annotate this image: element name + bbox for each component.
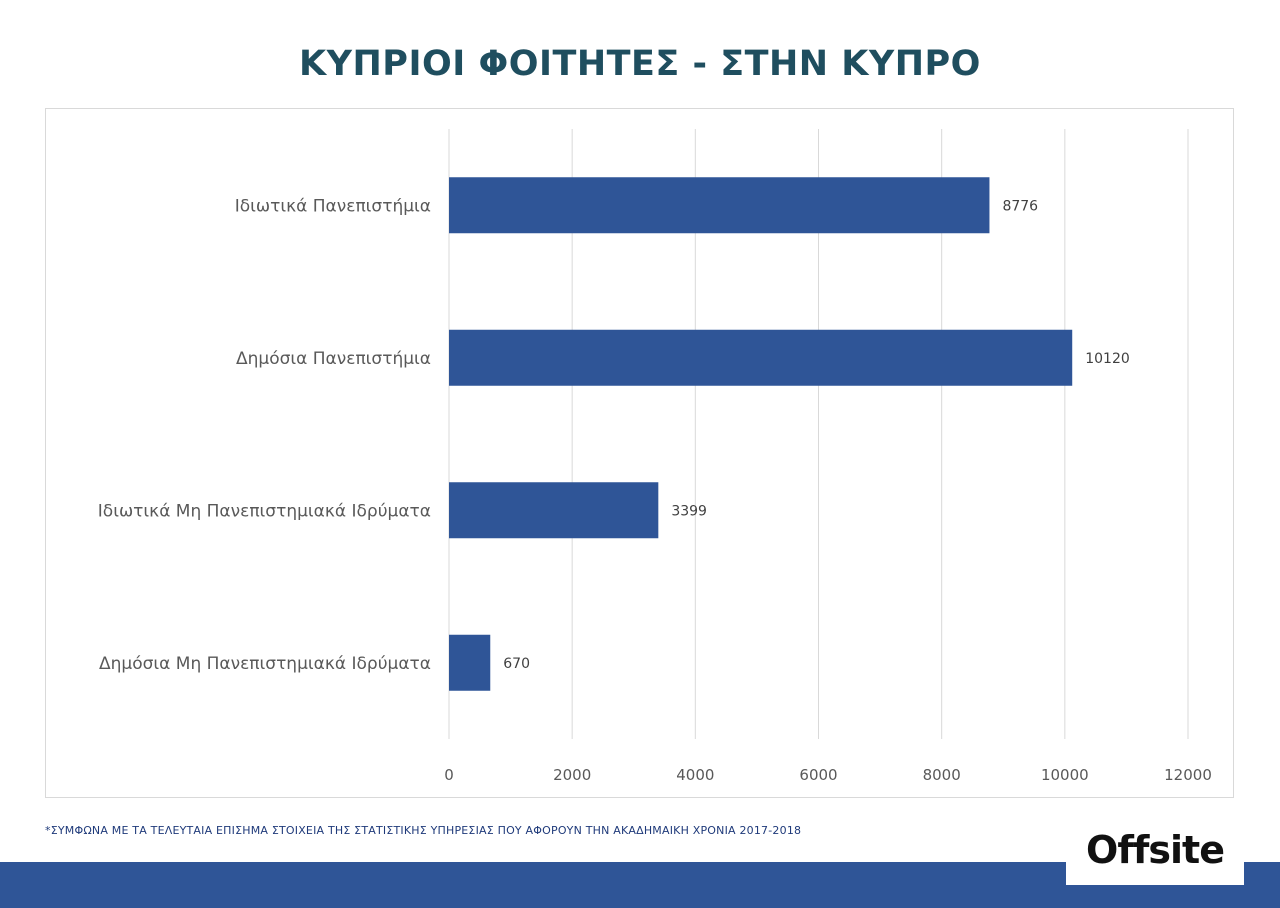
x-tick-label: 8000: [923, 766, 961, 784]
x-tick-label: 12000: [1164, 766, 1212, 784]
x-tick-label: 10000: [1041, 766, 1089, 784]
x-tick-label: 4000: [676, 766, 714, 784]
bar-chart: 0 2000 4000 6000 8000 10000 12000 Ιδιωτικά Πανε…: [98, 129, 1212, 784]
data-label: 670: [503, 656, 530, 672]
chart-area: 0 2000 4000 6000 8000 10000 12000 Ιδιωτικά Πανε…: [45, 108, 1234, 798]
category-label: Δημόσια Μη Πανεπιστημιακά Ιδρύματα: [99, 654, 431, 674]
logo-text: Offsite: [1086, 828, 1225, 872]
category-label: Ιδιωτικά Μη Πανεπιστημιακά Ιδρύματα: [98, 501, 431, 521]
x-tick-label: 0: [444, 766, 454, 784]
bar: [449, 329, 1073, 386]
x-tick-label: 2000: [553, 766, 591, 784]
category-label: Δημόσια Πανεπιστήμια: [236, 349, 431, 369]
data-label: 3399: [671, 503, 707, 519]
offsite-logo: Offsite: [1066, 815, 1244, 885]
footnote: *ΣΥΜΦΩΝΑ ΜΕ ΤΑ ΤΕΛΕΥΤΑΙΑ ΕΠΙΣΗΜΑ ΣΤΟΙΧΕΙ…: [45, 824, 802, 837]
bar: [449, 634, 491, 691]
x-tick-label: 6000: [799, 766, 837, 784]
bar: [449, 177, 990, 234]
data-label: 8776: [1002, 198, 1038, 214]
category-label: Ιδιωτικά Πανεπιστήμια: [235, 196, 431, 216]
data-label: 10120: [1085, 351, 1130, 367]
bar: [449, 482, 659, 539]
chart-title: ΚΥΠΡΙΟΙ ΦΟΙΤΗΤΕΣ - ΣΤΗΝ ΚΥΠΡΟ: [299, 44, 981, 84]
